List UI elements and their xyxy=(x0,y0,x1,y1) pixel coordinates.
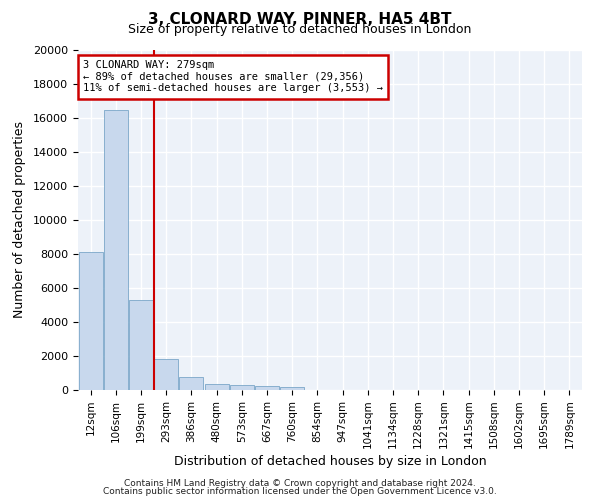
Bar xyxy=(255,386,279,390)
Bar xyxy=(205,384,229,390)
Bar xyxy=(104,110,128,390)
Text: Contains public sector information licensed under the Open Government Licence v3: Contains public sector information licen… xyxy=(103,487,497,496)
Bar xyxy=(129,300,153,390)
Text: 3 CLONARD WAY: 279sqm
← 89% of detached houses are smaller (29,356)
11% of semi-: 3 CLONARD WAY: 279sqm ← 89% of detached … xyxy=(83,60,383,94)
Y-axis label: Number of detached properties: Number of detached properties xyxy=(13,122,26,318)
Bar xyxy=(79,252,103,390)
Text: 3, CLONARD WAY, PINNER, HA5 4BT: 3, CLONARD WAY, PINNER, HA5 4BT xyxy=(148,12,452,28)
Bar xyxy=(280,387,304,390)
Bar xyxy=(154,358,178,390)
X-axis label: Distribution of detached houses by size in London: Distribution of detached houses by size … xyxy=(173,456,487,468)
Bar xyxy=(230,385,254,390)
Text: Size of property relative to detached houses in London: Size of property relative to detached ho… xyxy=(128,22,472,36)
Bar xyxy=(179,378,203,390)
Text: Contains HM Land Registry data © Crown copyright and database right 2024.: Contains HM Land Registry data © Crown c… xyxy=(124,478,476,488)
